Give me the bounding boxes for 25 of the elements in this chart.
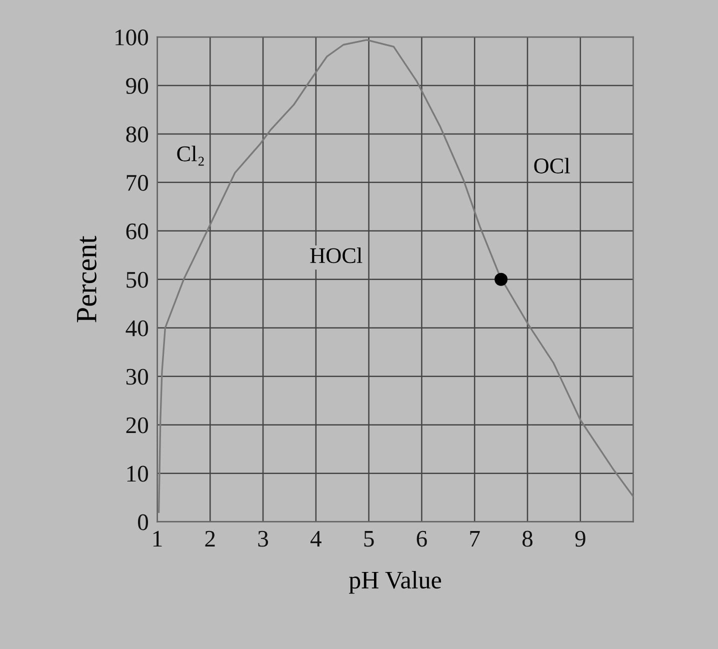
y-tick-label: 70 xyxy=(126,174,148,191)
y-tick-label: 100 xyxy=(116,29,148,46)
x-axis-title: pH Value xyxy=(349,570,442,594)
y-tick-label: 30 xyxy=(126,368,148,385)
y-tick-label: 80 xyxy=(126,126,148,142)
annotation: OCl xyxy=(534,158,570,174)
annotation: Cl₂ xyxy=(177,146,204,166)
y-tick-label: 20 xyxy=(126,417,148,434)
y-tick-label: 90 xyxy=(126,78,148,94)
x-tick-label: 4 xyxy=(310,530,322,547)
x-tick-label: 7 xyxy=(470,531,480,547)
y-axis-title: Percent xyxy=(77,236,96,322)
x-tick-label: 6 xyxy=(416,530,427,547)
y-tick-label: 10 xyxy=(127,466,148,482)
annotation: HOCl xyxy=(310,248,362,264)
y-tick-label: 40 xyxy=(126,320,148,336)
x-tick-label: 3 xyxy=(258,530,268,547)
x-tick-label: 2 xyxy=(205,530,215,547)
x-tick-label: 9 xyxy=(575,530,586,547)
x-tick-label: 1 xyxy=(153,530,162,547)
x-tick-label: 8 xyxy=(522,530,532,547)
y-tick-label: 0 xyxy=(138,514,148,530)
y-tick-label: 60 xyxy=(126,223,148,240)
x-tick-label: 5 xyxy=(364,531,374,547)
y-tick-label: 50 xyxy=(126,272,148,288)
